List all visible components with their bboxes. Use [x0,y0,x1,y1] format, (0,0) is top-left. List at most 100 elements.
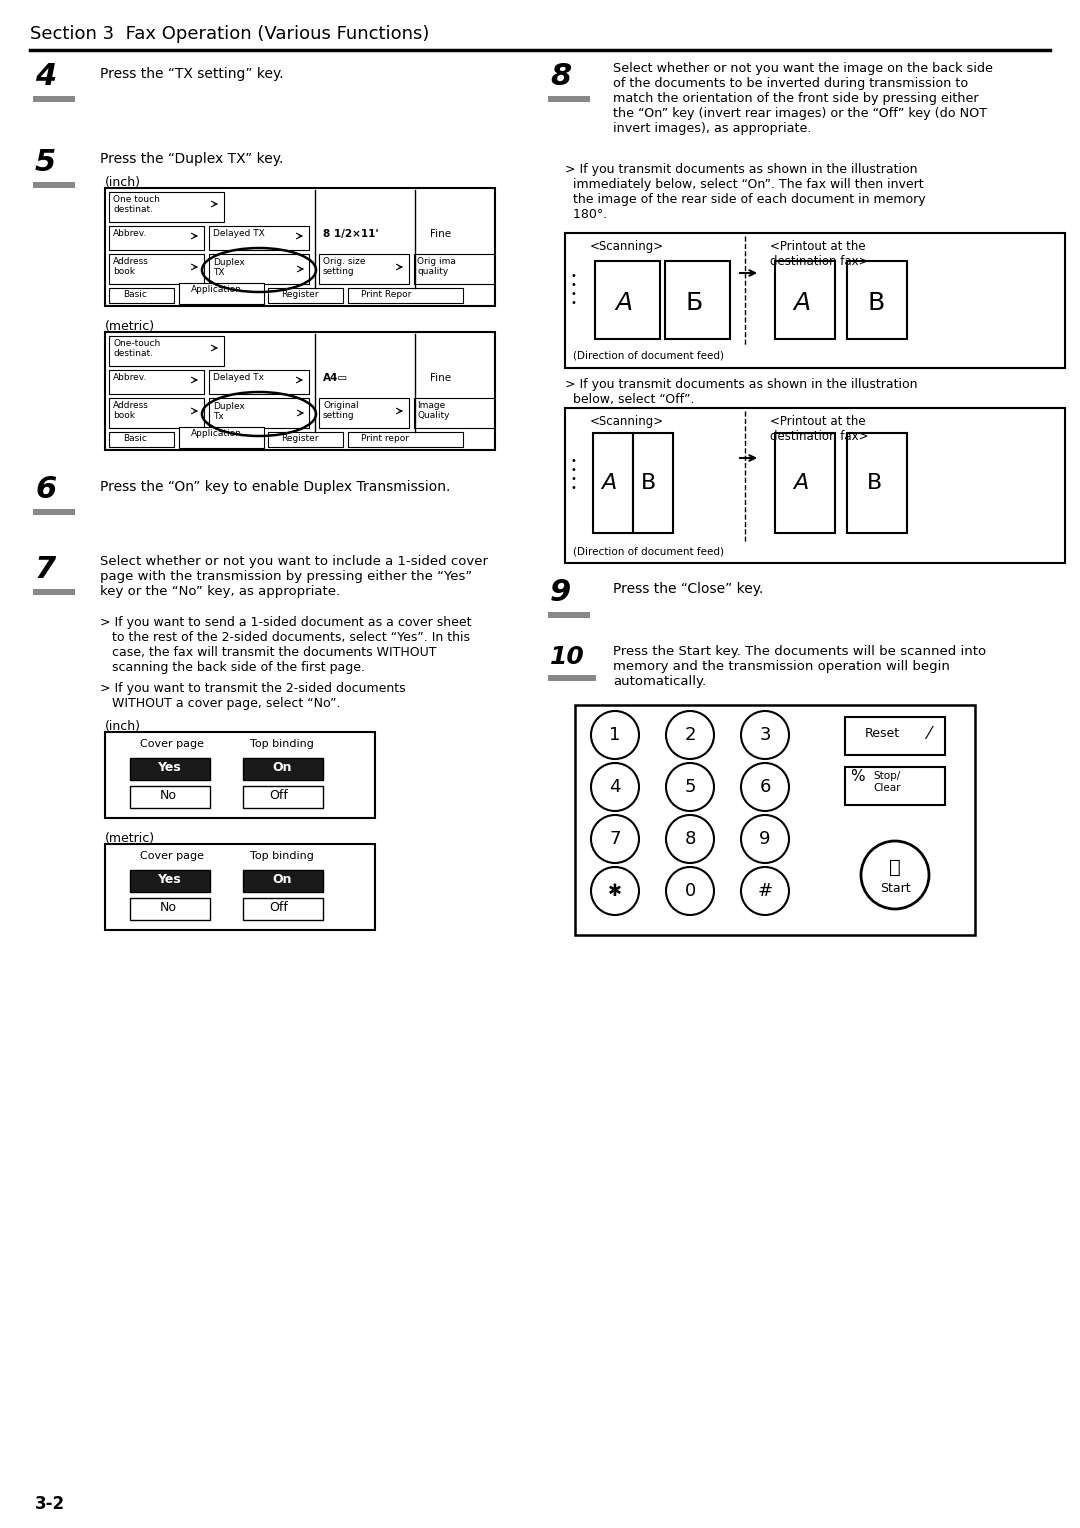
Text: Print Repor: Print Repor [361,290,411,299]
Bar [109,370,204,394]
Bar [109,193,224,222]
Text: •: • [570,483,576,494]
Bar [243,785,323,808]
Text: Fine: Fine [430,373,451,384]
Text: Delayed Tx: Delayed Tx [213,373,264,382]
Text: •: • [570,474,576,484]
Text: Application: Application [191,286,242,293]
Text: Application: Application [191,429,242,439]
Circle shape [861,840,929,909]
Circle shape [666,762,714,811]
Text: Section 3  Fax Operation (Various Functions): Section 3 Fax Operation (Various Functio… [30,24,430,43]
Bar [109,226,204,251]
Text: •: • [570,280,576,290]
Text: ⁄: ⁄ [927,724,930,743]
Bar [243,898,323,920]
Text: No: No [160,902,177,914]
Bar [575,704,975,935]
Bar [775,432,835,533]
Bar [595,261,660,339]
Bar [845,717,945,755]
Text: 10: 10 [550,645,584,669]
Bar [845,767,945,805]
Bar [105,332,495,451]
Bar [210,226,309,251]
Text: 8 1/2×11': 8 1/2×11' [323,229,379,238]
Text: On: On [272,761,292,775]
Text: (metric): (metric) [105,833,156,845]
Text: Orig. size
setting: Orig. size setting [323,257,365,277]
Bar [33,588,75,594]
Text: 9: 9 [550,578,571,607]
Bar [210,370,309,394]
Bar [33,182,75,188]
Text: B: B [867,474,882,494]
Bar [130,869,210,892]
Bar [319,397,409,428]
Bar [243,869,323,892]
Bar [319,254,409,284]
Text: Press the “Duplex TX” key.: Press the “Duplex TX” key. [100,151,283,167]
Text: Register: Register [281,290,319,299]
Bar [33,96,75,102]
Bar [548,675,596,681]
Bar [414,254,494,284]
Text: Start: Start [880,883,910,895]
Bar [633,432,673,533]
Text: 5: 5 [35,148,56,177]
Circle shape [666,711,714,759]
Text: Top binding: Top binding [249,740,314,749]
Text: Press the “Close” key.: Press the “Close” key. [613,582,764,596]
Text: ✱: ✱ [608,882,622,900]
Text: <Scanning>: <Scanning> [590,240,664,254]
Text: 0: 0 [685,882,696,900]
Text: 4: 4 [609,778,621,796]
Text: Address
book: Address book [113,257,149,277]
Text: Stop/
Clear: Stop/ Clear [873,772,901,793]
Text: Image
Quality: Image Quality [417,400,449,420]
Text: •: • [570,298,576,309]
Text: Print repor: Print repor [361,434,409,443]
Text: A: A [793,474,808,494]
Text: > If you want to send a 1-sided document as a cover sheet
   to the rest of the : > If you want to send a 1-sided document… [100,616,472,674]
Bar [130,758,210,779]
Circle shape [666,814,714,863]
Text: Cover page: Cover page [140,851,204,860]
Text: Basic: Basic [123,290,147,299]
Bar [593,432,633,533]
Bar [109,397,204,428]
Bar [348,287,463,303]
Circle shape [741,762,789,811]
Text: Fine: Fine [430,229,451,238]
Text: 7: 7 [35,555,56,584]
Bar [665,261,730,339]
Text: On: On [272,872,292,886]
Text: 6: 6 [759,778,771,796]
Bar [109,432,174,448]
Text: 5: 5 [685,778,696,796]
Text: A: A [615,290,632,315]
Text: No: No [160,788,177,802]
Text: 7: 7 [609,830,621,848]
Text: 4: 4 [35,63,56,92]
Text: Reset: Reset [865,727,900,740]
Circle shape [591,866,639,915]
Text: (Direction of document feed): (Direction of document feed) [573,545,724,556]
Text: %: % [850,769,865,784]
Text: > If you want to transmit the 2-sided documents
   WITHOUT a cover page, select : > If you want to transmit the 2-sided do… [100,681,406,711]
Bar [210,397,309,428]
Text: (metric): (metric) [105,319,156,333]
Bar [210,254,309,284]
Text: A: A [600,474,617,494]
Bar [847,261,907,339]
Bar [268,287,343,303]
Text: (Direction of document feed): (Direction of document feed) [573,351,724,361]
Circle shape [591,814,639,863]
Bar [105,843,375,931]
Text: > If you transmit documents as shown in the illustration
  immediately below, se: > If you transmit documents as shown in … [565,163,926,222]
Bar [775,261,835,339]
Text: 3: 3 [759,726,771,744]
Circle shape [741,866,789,915]
Bar [179,426,264,448]
Circle shape [591,711,639,759]
